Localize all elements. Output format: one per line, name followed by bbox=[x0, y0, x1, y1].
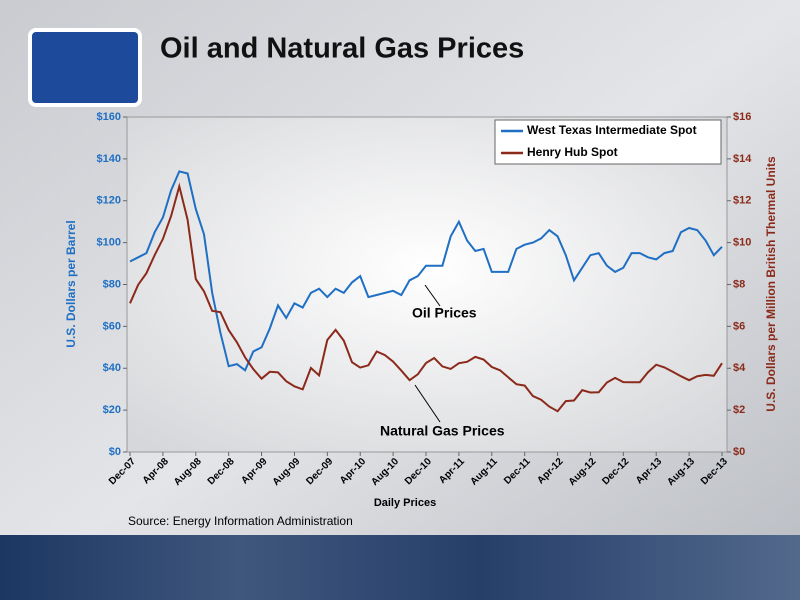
logo bbox=[28, 28, 142, 107]
y2-tick-label: $0 bbox=[733, 446, 745, 458]
annotation: Natural Gas Prices bbox=[380, 423, 505, 439]
chart-title: Oil and Natural Gas Prices bbox=[160, 33, 524, 65]
x-axis-label: Daily Prices bbox=[374, 497, 436, 509]
y2-tick-label: $8 bbox=[733, 278, 745, 290]
y-tick-label: $120 bbox=[97, 195, 121, 207]
source-note: Source: Energy Information Administratio… bbox=[128, 514, 353, 528]
y2-tick-label: $12 bbox=[733, 195, 751, 207]
annotation: Oil Prices bbox=[412, 305, 477, 321]
y2-tick-label: $2 bbox=[733, 404, 745, 416]
y-tick-label: $160 bbox=[97, 111, 121, 123]
legend-label: West Texas Intermediate Spot bbox=[527, 123, 697, 137]
legend bbox=[494, 119, 722, 165]
y2-tick-label: $6 bbox=[733, 320, 745, 332]
y2-tick-label: $10 bbox=[733, 237, 751, 249]
y-tick-label: $0 bbox=[109, 446, 121, 458]
y2-tick-label: $16 bbox=[733, 111, 751, 123]
y2-axis-label: U.S. Dollars per Million British Thermal… bbox=[764, 156, 778, 412]
y-tick-label: $80 bbox=[103, 278, 121, 290]
series-line bbox=[129, 170, 723, 372]
series-line bbox=[129, 182, 723, 413]
y2-tick-label: $14 bbox=[733, 153, 752, 165]
y-axis-label: U.S. Dollars per Barrel bbox=[64, 220, 78, 347]
y-tick-label: $140 bbox=[97, 153, 121, 165]
legend-label: Henry Hub Spot bbox=[527, 145, 618, 159]
y-tick-label: $20 bbox=[103, 404, 121, 416]
photo-strip bbox=[0, 535, 800, 600]
y-tick-label: $40 bbox=[103, 362, 121, 374]
y-tick-label: $60 bbox=[103, 320, 121, 332]
annotation-arrow bbox=[424, 284, 441, 307]
y-tick-label: $100 bbox=[97, 237, 121, 249]
annotation-arrow bbox=[414, 384, 441, 423]
y2-tick-label: $4 bbox=[733, 362, 746, 374]
plot-area bbox=[126, 116, 728, 453]
